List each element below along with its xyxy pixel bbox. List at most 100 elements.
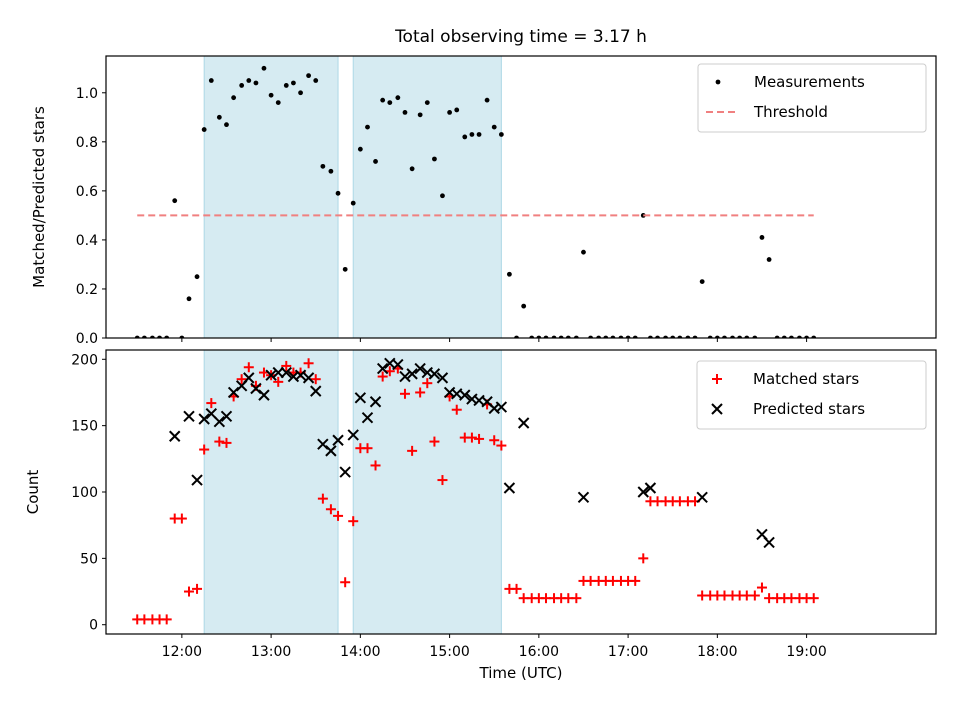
x-b <box>399 370 411 383</box>
matched-stars-point <box>348 516 359 527</box>
x-b <box>406 368 418 380</box>
measurements-point <box>766 257 772 262</box>
predicted-stars-point <box>392 358 404 371</box>
measurements-point <box>216 114 222 120</box>
measurements-point <box>298 90 303 96</box>
measurements-point <box>491 124 497 130</box>
predicted-stars-point <box>325 445 337 457</box>
predicted-stars-point <box>369 396 382 408</box>
matched-stars-point <box>362 443 373 454</box>
y-tick-label: 0.8 <box>76 135 98 151</box>
x-b <box>287 370 300 383</box>
measurements-point <box>521 303 527 309</box>
legend-label: Matched stars <box>753 370 859 388</box>
matched-stars-point <box>474 433 485 444</box>
x-b <box>369 396 382 408</box>
matched-stars-point <box>415 387 426 398</box>
predicted-stars-point <box>517 417 530 429</box>
predicted-stars-point <box>763 536 775 549</box>
predicted-stars-point <box>213 415 226 428</box>
matched-stars-point <box>303 358 314 369</box>
predicted-stars-point <box>399 370 411 383</box>
measurements-point <box>246 78 252 83</box>
measurements-point <box>306 73 311 79</box>
measurements-point <box>275 100 281 105</box>
y-tick-label: 0 <box>89 618 98 634</box>
predicted-stars-point <box>332 434 344 446</box>
series-layer <box>132 357 819 625</box>
predicted-stars-point <box>696 491 708 504</box>
x-b <box>495 401 508 413</box>
measurements-point <box>417 112 423 118</box>
measurements-point <box>373 159 378 164</box>
matched-stars-point <box>333 510 344 521</box>
measurements-point <box>476 132 482 137</box>
x-b <box>198 413 210 425</box>
x-b <box>325 445 337 457</box>
x-b <box>459 389 471 401</box>
measurements-point <box>186 296 192 302</box>
predicted-stars-point <box>644 482 657 494</box>
matched-stars-point <box>630 575 641 586</box>
measurements-point <box>253 80 259 86</box>
predicted-stars-point <box>169 430 181 442</box>
legend-label: Predicted stars <box>753 400 865 418</box>
x-b <box>488 402 500 415</box>
matched-stars-point <box>571 593 582 604</box>
x-tick-label: 12:00 <box>162 644 202 660</box>
legend-frame <box>697 63 927 133</box>
x-b <box>191 474 203 486</box>
matched-stars-point <box>236 374 247 385</box>
measurements-point <box>424 100 430 105</box>
measurements-point <box>342 266 348 272</box>
x-b <box>376 362 389 375</box>
predicted-stars-point <box>191 474 203 486</box>
y-tick-label: 0.6 <box>76 184 98 200</box>
matched-stars-point <box>496 440 507 451</box>
measurements-point <box>194 274 200 280</box>
matched-stars-point <box>214 436 225 447</box>
x-b <box>347 429 359 441</box>
matched-stars-point <box>437 475 448 486</box>
x-b <box>361 411 374 424</box>
matched-stars-point <box>281 360 292 371</box>
x-b <box>756 528 768 541</box>
x-b <box>302 372 315 384</box>
x-b <box>696 491 708 504</box>
matched-stars-point <box>161 614 172 625</box>
measurements-point <box>328 168 334 174</box>
predicted-stars-point <box>428 368 441 380</box>
matched-stars-point <box>756 582 767 593</box>
measurements-point <box>484 97 490 103</box>
matched-stars-point <box>377 371 388 382</box>
matched-stars-point <box>340 577 351 588</box>
measurements-point <box>454 107 460 113</box>
measurements-point <box>387 100 393 105</box>
predicted-stars-point <box>198 413 210 425</box>
matched-stars-point <box>317 493 328 504</box>
x-b <box>183 410 195 423</box>
x-tick-label: 17:00 <box>608 644 648 660</box>
x-tick-label: 16:00 <box>519 644 559 660</box>
x-b <box>213 415 226 428</box>
legend: Measurements Threshold <box>697 63 927 133</box>
y-tick-label: 100 <box>71 485 98 501</box>
predicted-stars-point <box>310 385 322 397</box>
matched-stars-point <box>511 583 522 594</box>
legend: Matched stars Predicted stars <box>696 360 927 430</box>
measurements-point <box>759 235 765 240</box>
predicted-stars-point <box>258 389 270 401</box>
matched-stars-point <box>399 388 410 399</box>
predicted-stars-point <box>361 411 374 424</box>
measurements-point <box>291 80 296 86</box>
measurements-point <box>409 166 415 172</box>
x-b <box>517 417 530 429</box>
measurements-point <box>506 271 512 277</box>
measurements-point <box>395 95 401 101</box>
predicted-stars-point <box>436 372 449 384</box>
measurements-point <box>432 156 437 162</box>
measurements-point <box>447 110 453 115</box>
measurements-point <box>462 134 468 140</box>
predicted-stars-point <box>503 482 516 494</box>
predicted-stars-point <box>265 369 277 381</box>
